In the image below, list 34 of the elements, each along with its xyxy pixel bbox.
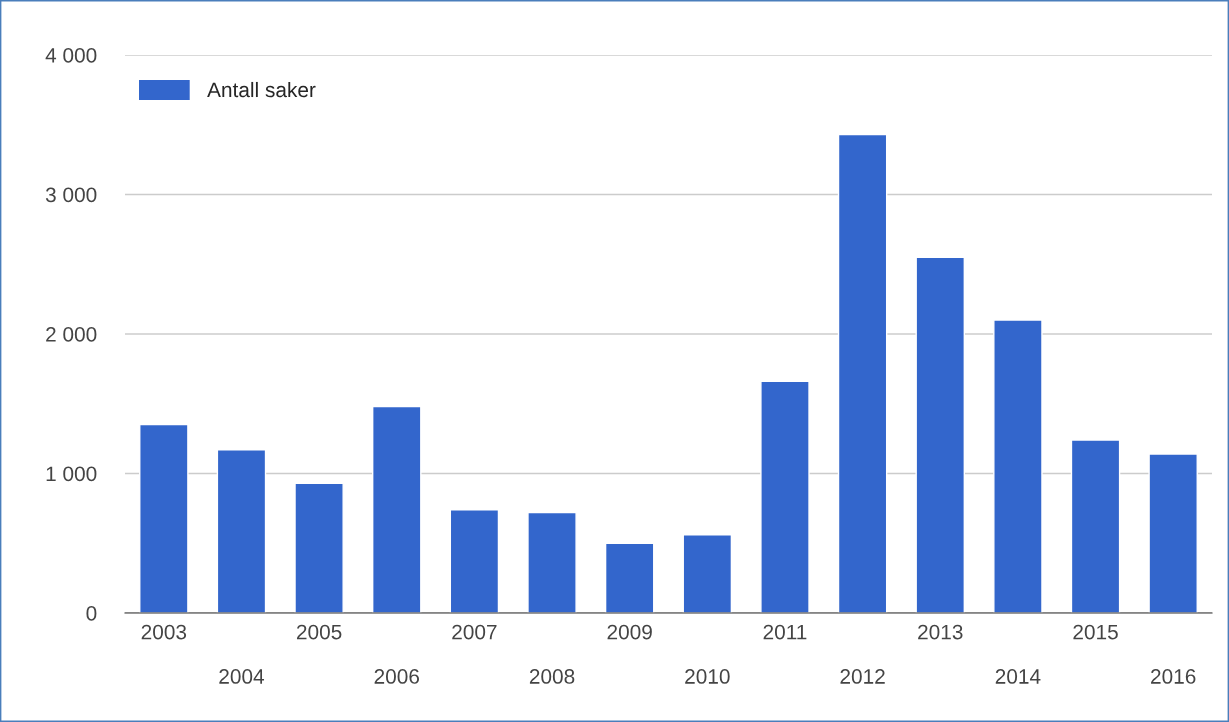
x-tick-label: 2010 xyxy=(685,669,730,684)
x-tick-label: 2003 xyxy=(141,624,187,640)
y-tick-label: 0 xyxy=(86,606,97,621)
bar xyxy=(449,509,500,613)
bar xyxy=(216,449,267,613)
bar xyxy=(1148,453,1198,613)
x-tick-label: 2005 xyxy=(296,624,342,640)
x-tick-label: 2004 xyxy=(219,669,265,684)
x-tick-label: 2014 xyxy=(995,669,1041,684)
y-tick-label: 1 000 xyxy=(46,466,97,482)
x-tick-label: 2006 xyxy=(374,669,420,684)
x-tick-label: 2007 xyxy=(452,624,497,640)
bar xyxy=(604,542,655,613)
bar xyxy=(294,482,344,613)
bar xyxy=(760,380,810,613)
x-tick-label: 2016 xyxy=(1151,669,1196,684)
x-tick-label: 2015 xyxy=(1073,624,1118,640)
y-tick-label: 2 000 xyxy=(46,327,97,342)
bar xyxy=(527,511,577,613)
y-tick-label: 4 000 xyxy=(45,48,97,63)
x-tick-label: 2008 xyxy=(529,669,575,684)
x-tick-label: 2009 xyxy=(607,624,652,640)
bar xyxy=(837,133,888,613)
x-tick-label: 2013 xyxy=(918,624,963,640)
bar xyxy=(682,534,733,613)
legend-label: Antall saker xyxy=(207,81,316,98)
x-tick-label: 2012 xyxy=(840,669,885,684)
y-tick-label: 3 000 xyxy=(45,187,97,203)
x-tick-label: 2011 xyxy=(763,624,807,640)
bar xyxy=(139,423,189,613)
bar xyxy=(371,405,422,613)
bar xyxy=(915,256,966,613)
bar xyxy=(993,319,1043,613)
bar xyxy=(1070,439,1121,613)
